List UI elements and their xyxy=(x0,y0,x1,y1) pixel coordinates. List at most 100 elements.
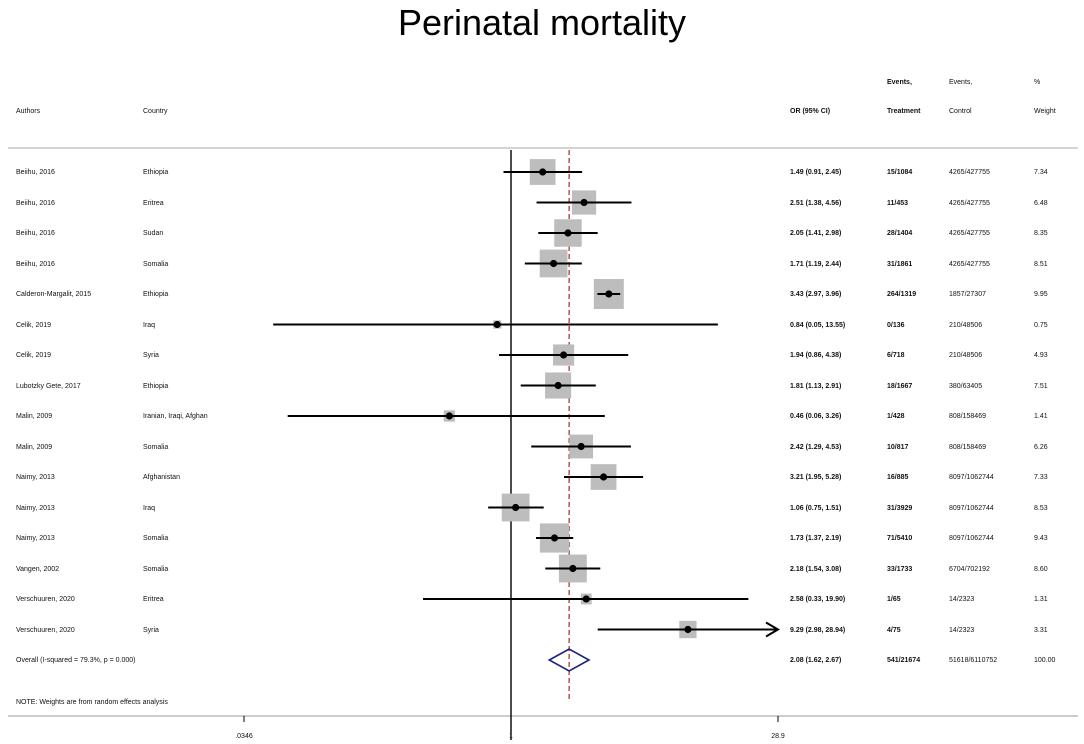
header-or: OR (95% CI) xyxy=(790,108,831,115)
events-treatment-cell: 0/136 xyxy=(887,321,905,329)
country-cell: Somalia xyxy=(143,535,169,542)
weight-cell: 9.43 xyxy=(1034,535,1048,542)
weight-cell: 6.48 xyxy=(1034,199,1048,207)
country-cell: Syria xyxy=(143,626,159,634)
weight-cell: 3.31 xyxy=(1034,626,1048,634)
country-cell: Ethiopia xyxy=(143,382,169,390)
events-control-cell: 4265/427755 xyxy=(949,230,990,237)
point-estimate xyxy=(539,168,547,176)
or-ci-cell: 1.94 (0.86, 4.38) xyxy=(790,352,842,359)
header-authors: Authors xyxy=(16,108,41,115)
events-control-cell: 808/158469 xyxy=(949,443,986,451)
weight-cell: 7.51 xyxy=(1034,382,1048,390)
events-control-cell: 14/2323 xyxy=(949,626,975,634)
events-control-cell: 8097/1062744 xyxy=(949,535,994,542)
or-ci-cell: 3.43 (2.97, 3.96) xyxy=(790,291,842,298)
header-events-treatment-1: Events, xyxy=(887,79,912,86)
country-cell: Eritrea xyxy=(143,596,164,603)
author-cell: Naimy, 2013 xyxy=(16,474,55,481)
author-cell: Calderon-Margalit, 2015 xyxy=(16,291,92,298)
author-cell: Lubotzky Gete, 2017 xyxy=(16,382,81,390)
country-cell: Eritrea xyxy=(143,199,164,207)
or-ci-cell: 2.18 (1.54, 3.08) xyxy=(790,565,842,573)
country-cell: Afghanistan xyxy=(143,474,180,481)
author-cell: Malin, 2009 xyxy=(16,443,53,451)
country-cell: Somalia xyxy=(143,260,169,268)
weight-cell: 4.93 xyxy=(1034,352,1048,359)
events-control-cell: 8097/1062744 xyxy=(949,504,994,512)
country-cell: Somalia xyxy=(143,443,169,451)
point-estimate xyxy=(564,229,572,237)
events-treatment-cell: 10/817 xyxy=(887,443,909,451)
point-estimate xyxy=(605,290,613,298)
country-cell: Syria xyxy=(143,352,159,359)
events-treatment-cell: 15/1084 xyxy=(887,169,913,176)
author-cell: Celik, 2019 xyxy=(16,321,52,329)
weights-note: NOTE: Weights are from random effects an… xyxy=(16,699,168,706)
weight-cell: 8.60 xyxy=(1034,565,1048,573)
or-ci-cell: 1.71 (1.19, 2.44) xyxy=(790,260,842,268)
country-cell: Iranian, Iraqi, Afghan xyxy=(143,413,208,420)
overall-or-ci: 2.08 (1.62, 2.67) xyxy=(790,657,842,664)
overall-events-treatment: 541/21674 xyxy=(887,657,921,664)
point-estimate xyxy=(445,412,453,420)
events-control-cell: 4265/427755 xyxy=(949,169,990,176)
author-cell: Beiihu, 2016 xyxy=(16,199,55,207)
or-ci-cell: 2.05 (1.41, 2.98) xyxy=(790,230,842,237)
or-ci-cell: 1.73 (1.37, 2.19) xyxy=(790,535,842,542)
overall-weight: 100.00 xyxy=(1034,657,1056,664)
events-control-cell: 4265/427755 xyxy=(949,260,990,268)
author-cell: Vangen, 2002 xyxy=(16,565,60,573)
weight-cell: 6.26 xyxy=(1034,443,1048,451)
header-weight-2: Weight xyxy=(1034,108,1056,115)
point-estimate xyxy=(580,198,588,207)
events-treatment-cell: 71/5410 xyxy=(887,535,913,542)
point-estimate xyxy=(559,351,568,359)
point-estimate xyxy=(577,442,585,451)
events-control-cell: 808/158469 xyxy=(949,413,986,420)
weight-cell: 8.35 xyxy=(1034,230,1048,237)
point-estimate xyxy=(550,534,559,542)
x-tick-label: 1 xyxy=(509,733,513,740)
or-ci-cell: 2.42 (1.29, 4.53) xyxy=(790,443,842,451)
events-control-cell: 6704/702192 xyxy=(949,565,990,573)
events-treatment-cell: 18/1667 xyxy=(887,382,913,390)
events-treatment-cell: 11/453 xyxy=(887,199,909,207)
author-cell: Verschuuren, 2020 xyxy=(16,626,75,634)
or-ci-cell: 1.81 (1.13, 2.91) xyxy=(790,382,842,390)
or-ci-cell: 1.49 (0.91, 2.45) xyxy=(790,169,842,176)
country-cell: Ethiopia xyxy=(143,291,169,298)
header-events-control-1: Events, xyxy=(949,79,973,86)
author-cell: Malin, 2009 xyxy=(16,413,53,420)
events-control-cell: 210/48506 xyxy=(949,321,983,329)
weight-cell: 9.95 xyxy=(1034,291,1048,298)
events-treatment-cell: 31/3929 xyxy=(887,504,913,512)
ci-arrow xyxy=(765,621,780,638)
author-cell: Beiihu, 2016 xyxy=(16,230,55,237)
events-treatment-cell: 16/885 xyxy=(887,474,909,481)
point-estimate xyxy=(569,564,577,573)
point-estimate xyxy=(549,259,558,268)
events-treatment-cell: 33/1733 xyxy=(887,565,913,573)
author-cell: Beiihu, 2016 xyxy=(16,169,55,176)
weight-cell: 0.75 xyxy=(1034,321,1048,329)
author-cell: Naimy, 2013 xyxy=(16,504,55,512)
weight-cell: 8.51 xyxy=(1034,260,1048,268)
events-control-cell: 8097/1062744 xyxy=(949,474,994,481)
overall-events-control: 51618/6110752 xyxy=(949,657,998,664)
country-cell: Iraq xyxy=(143,321,156,329)
events-treatment-cell: 31/1861 xyxy=(887,260,913,268)
events-control-cell: 4265/427755 xyxy=(949,199,990,207)
events-control-cell: 210/48506 xyxy=(949,352,983,359)
chart-title: Perinatal mortality xyxy=(397,2,687,43)
events-control-cell: 1857/27307 xyxy=(949,291,986,298)
point-estimate xyxy=(599,473,608,481)
or-ci-cell: 2.58 (0.33, 19.90) xyxy=(790,596,846,603)
events-treatment-cell: 28/1404 xyxy=(887,230,913,237)
author-cell: Verschuuren, 2020 xyxy=(16,596,75,603)
point-estimate xyxy=(554,381,562,390)
overall-label: Overall (I-squared = 79.3%, p = 0.000) xyxy=(16,657,136,664)
country-cell: Iraq xyxy=(143,504,156,512)
or-ci-cell: 0.46 (0.06, 3.26) xyxy=(790,413,842,420)
